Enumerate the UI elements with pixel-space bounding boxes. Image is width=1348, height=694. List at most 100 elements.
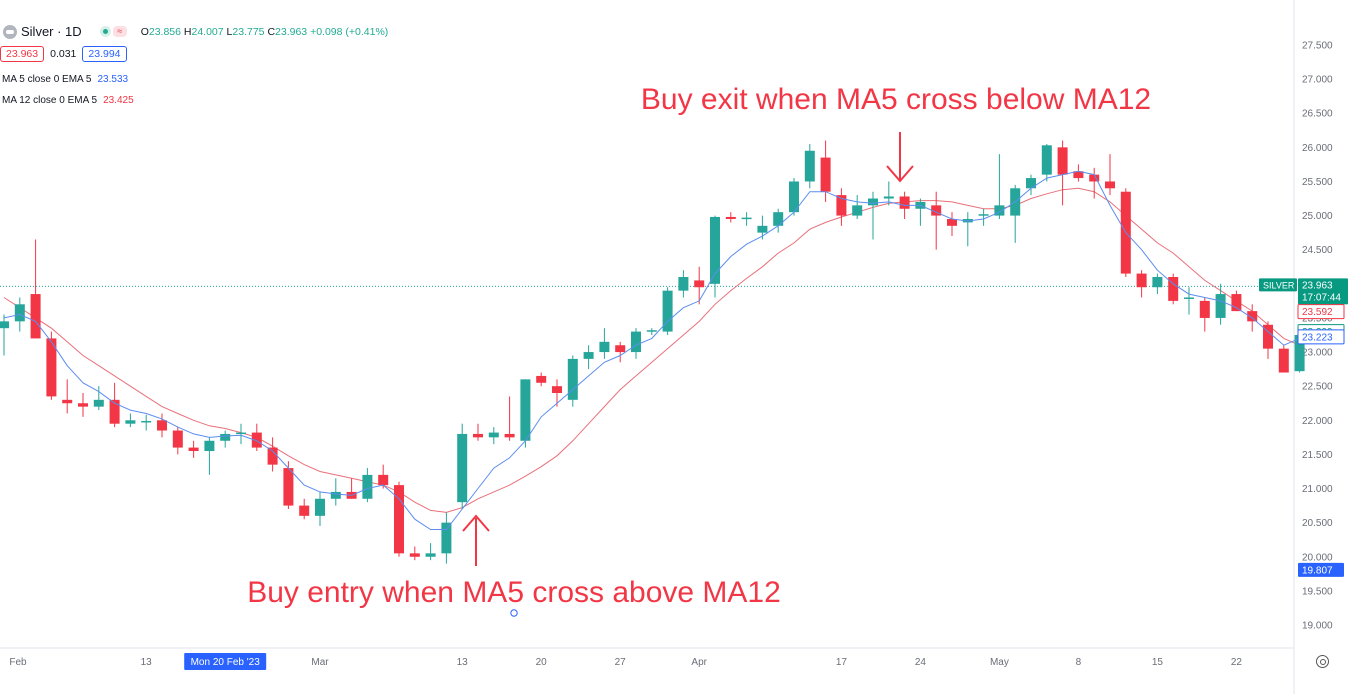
candle-body — [204, 440, 215, 451]
candle-body — [1231, 294, 1242, 312]
candle-body — [1073, 171, 1084, 179]
candle-body — [0, 321, 9, 329]
candle — [236, 423, 246, 445]
candle-body — [567, 358, 578, 400]
market-status-icon[interactable] — [99, 26, 111, 37]
candle-body — [62, 399, 73, 404]
candle — [488, 427, 499, 445]
candle — [109, 382, 120, 428]
candle — [93, 386, 104, 411]
candle-body — [978, 214, 989, 216]
candle — [947, 212, 957, 237]
candle-body — [220, 433, 231, 441]
x-tick-label: 13 — [457, 657, 469, 668]
candle — [141, 414, 152, 431]
candle — [188, 440, 199, 458]
candle — [994, 154, 1005, 219]
y-tick-label: 23.000 — [1302, 348, 1333, 359]
candle-body — [488, 432, 499, 438]
candle — [1057, 140, 1068, 206]
candle-body — [1057, 147, 1068, 175]
candle — [267, 437, 278, 472]
candle-body — [520, 379, 531, 441]
candle — [852, 195, 863, 219]
x-tick-label: Apr — [691, 657, 707, 668]
ma5-line — [3, 170, 1300, 530]
candle — [315, 491, 325, 527]
indicator-ma12-label: MA 12 close 0 EMA 5 — [2, 95, 98, 106]
candle-body — [883, 196, 894, 199]
candle — [567, 355, 578, 407]
candle-body — [678, 277, 689, 291]
candle-body — [504, 433, 515, 438]
candle-body — [694, 280, 705, 288]
candle — [1215, 283, 1226, 325]
x-label-highlight — [184, 653, 267, 670]
indicator-ma5[interactable]: MA 5 close 0 EMA 5 23.533 — [2, 74, 128, 85]
annotation-exit: Buy exit when MA5 cross below MA12 — [641, 83, 1151, 116]
candle-body — [899, 196, 910, 209]
candle — [409, 546, 420, 561]
candle-body — [789, 181, 799, 213]
candle-body — [583, 352, 594, 359]
ask-button[interactable]: 23.994 — [82, 46, 127, 62]
y-tick-label: 21.000 — [1302, 484, 1333, 495]
candle-body — [931, 205, 942, 216]
settings-gear-icon[interactable] — [1316, 655, 1329, 668]
x-tick-label: 13 — [141, 657, 153, 668]
candle — [1089, 167, 1100, 199]
candle — [804, 143, 815, 189]
x-tick-label: May — [990, 657, 1009, 668]
candle-body — [1294, 335, 1305, 372]
candle — [0, 314, 9, 356]
candle — [868, 191, 878, 240]
candle — [710, 215, 720, 298]
y-tick-label: 25.000 — [1302, 211, 1333, 222]
candle-body — [646, 330, 657, 332]
indicator-ma12-value: 23.425 — [103, 95, 134, 106]
candle-body — [552, 386, 562, 393]
candle — [931, 191, 942, 250]
candle — [1278, 345, 1289, 373]
candle-body — [378, 474, 389, 486]
candle-body — [741, 217, 752, 220]
down-arrow-head-icon — [886, 165, 914, 183]
candle — [757, 215, 768, 240]
candle — [583, 345, 594, 370]
change-value: +0.098 (+0.41%) — [310, 25, 389, 38]
candle-body — [631, 331, 641, 353]
price-label-red-ma — [1297, 304, 1345, 320]
candle-body — [457, 433, 468, 503]
candle — [1199, 297, 1210, 332]
price-label-low-value: 19.807 — [1302, 565, 1333, 576]
y-tick-label: 27.000 — [1302, 75, 1333, 86]
candle-body — [394, 485, 404, 554]
indicator-ma12[interactable]: MA 12 close 0 EMA 5 23.425 — [2, 95, 134, 106]
candle-body — [1168, 277, 1179, 301]
candle-body — [615, 345, 626, 353]
candle-body — [1152, 277, 1163, 288]
symbol-row: Silver · 1D ≈ O23.856 H24.007 L23.775 C2… — [0, 24, 388, 39]
candle-body — [46, 338, 57, 397]
indicator-ma5-value: 23.533 — [97, 74, 129, 85]
bid-button[interactable]: 23.963 — [0, 46, 45, 62]
price-label-red-ma-value: 23.592 — [1302, 307, 1333, 318]
candle — [299, 498, 310, 520]
candle-body — [994, 205, 1005, 216]
candle-body — [330, 491, 341, 499]
candle-body — [725, 216, 736, 219]
candle — [204, 437, 215, 475]
y-tick-label: 27.500 — [1302, 41, 1333, 52]
x-tick-label: 8 — [1076, 657, 1082, 668]
wave-icon[interactable]: ≈ — [112, 26, 127, 37]
candle-body — [78, 403, 88, 407]
symbol-title[interactable]: Silver · 1D — [21, 24, 82, 39]
candle — [552, 379, 562, 407]
candle-body — [868, 198, 878, 206]
candle — [1010, 184, 1021, 243]
candle — [646, 328, 657, 335]
y-tick-label: 24.500 — [1302, 245, 1333, 256]
silver-icon — [3, 24, 17, 39]
price-label-current-value: 23.963 — [1302, 280, 1333, 291]
